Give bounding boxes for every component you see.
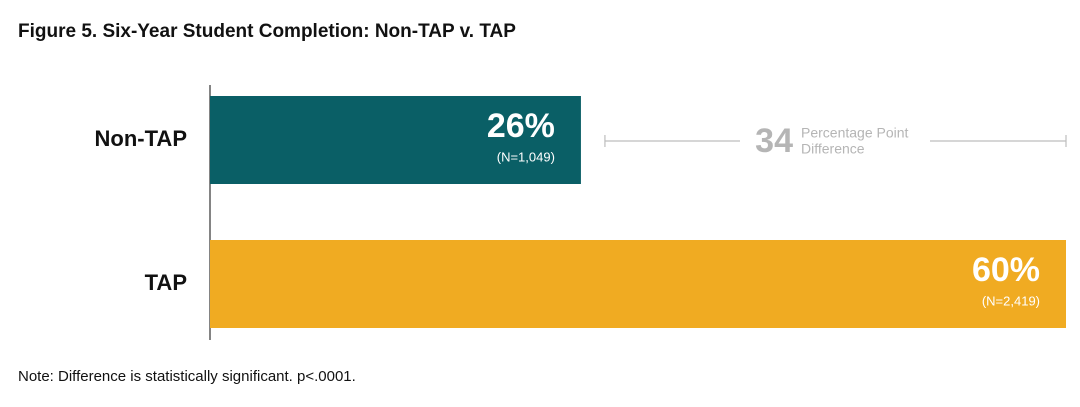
chart-title: Figure 5. Six-Year Student Completion: N… (18, 21, 516, 42)
value-label: 60% (972, 251, 1040, 289)
value-label: 26% (487, 107, 555, 145)
sample-label: (N=2,419) (982, 293, 1040, 308)
note: Note: Difference is statistically signif… (18, 368, 356, 385)
difference-value: 34 (755, 122, 793, 160)
bar (210, 240, 1066, 328)
difference-label: Percentage Point (801, 125, 909, 141)
category-label: Non-TAP (95, 126, 187, 151)
difference-label: Difference (801, 141, 865, 157)
sample-label: (N=1,049) (497, 149, 555, 164)
category-label: TAP (145, 270, 187, 295)
bar (210, 96, 581, 184)
